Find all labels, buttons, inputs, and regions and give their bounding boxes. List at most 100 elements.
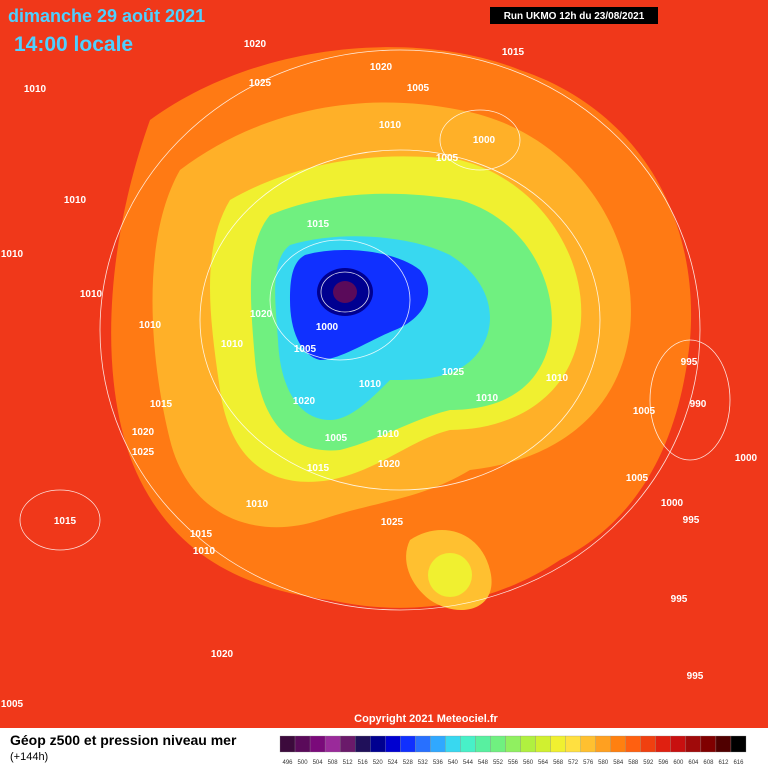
scale-swatch (715, 735, 732, 753)
scale-swatch (309, 735, 326, 753)
scale-swatch (475, 735, 491, 753)
isobar-label: 995 (671, 594, 688, 605)
legend-title: Géop z500 et pression niveau mer (10, 732, 237, 748)
date-title: dimanche 29 août 2021 (8, 6, 205, 26)
isobar-label: 995 (681, 357, 698, 368)
isobar-label: 1010 (64, 195, 87, 206)
scale-label: 580 (598, 760, 609, 766)
isobar-label: 1015 (307, 463, 330, 474)
scale-swatch (520, 735, 536, 753)
scale-label: 608 (703, 760, 714, 766)
scale-label: 568 (553, 760, 564, 766)
isobar-label: 1020 (250, 309, 273, 320)
scale-label: 524 (388, 760, 399, 766)
map-fields (0, 0, 768, 728)
scale-swatch (490, 735, 506, 753)
isobar-label: 1015 (190, 529, 213, 540)
isobar-label: 990 (690, 399, 707, 410)
scale-label: 516 (358, 760, 369, 766)
scale-swatch (580, 735, 596, 753)
scale-label: 508 (328, 760, 339, 766)
scale-swatch (400, 735, 416, 753)
isobar-label: 1005 (1, 699, 24, 710)
scale-label: 572 (568, 760, 579, 766)
scale-label: 560 (523, 760, 534, 766)
isobar-label: 1010 (24, 84, 47, 95)
isobar-label: 1020 (244, 39, 267, 50)
isobar-label: 1000 (316, 322, 339, 333)
isobar-label: 1015 (150, 399, 173, 410)
isobar-label: 1020 (378, 459, 401, 470)
isobar-label: 1010 (221, 339, 244, 350)
scale-swatch (294, 735, 311, 753)
scale-swatch (595, 735, 611, 753)
isobar-label: 1000 (661, 498, 684, 509)
scale-swatch (670, 735, 687, 753)
isobar-label: 1025 (381, 517, 404, 528)
isobar-label: 1010 (80, 289, 103, 300)
scale-label: 504 (313, 760, 324, 766)
scale-label: 536 (433, 760, 444, 766)
color-scale: 496 500 504 508 512 516 520 524 528 532 536 540 544 5… (279, 735, 747, 766)
scale-label: 564 (538, 760, 549, 766)
isobar-label: 1015 (502, 47, 525, 58)
time-title: 14:00 locale (14, 33, 133, 56)
scale-label: 576 (583, 760, 594, 766)
isobar-label: 1000 (735, 453, 758, 464)
scale-label: 532 (418, 760, 429, 766)
scale-label: 528 (403, 760, 414, 766)
isobar-label: 1005 (294, 344, 317, 355)
run-box (490, 7, 658, 24)
scale-swatch (355, 735, 371, 753)
scale-swatch (535, 735, 551, 753)
scale-swatch (445, 735, 461, 753)
scale-label: 600 (673, 760, 684, 766)
isobar-label: 1010 (476, 393, 499, 404)
isobar-labels: 1020 1015 1020 1010 1025 1005 1010 1000 1005 1010… (1, 39, 758, 710)
isobar-label: 1005 (436, 153, 459, 164)
scale-label: 496 (283, 760, 294, 766)
isobar-label: 1025 (132, 447, 155, 458)
scale-swatch (655, 735, 671, 753)
scale-swatch (339, 735, 356, 753)
isobar-label: 1010 (1, 249, 24, 260)
isobar-label: 1010 (139, 320, 162, 331)
isobar-label: 995 (687, 671, 704, 682)
legend-lead: (+144h) (10, 751, 48, 763)
scale-label: 596 (658, 760, 669, 766)
isobar-label: 1005 (633, 406, 656, 417)
isobar-label: 1015 (54, 516, 77, 527)
isobar-label: 1005 (407, 83, 430, 94)
scale-swatch (685, 735, 702, 753)
scale-swatch (565, 735, 581, 753)
scale-label: 520 (373, 760, 384, 766)
isobar-label: 1010 (359, 379, 382, 390)
isobar-label: 1010 (193, 546, 216, 557)
scale-label: 552 (493, 760, 504, 766)
scale-swatch (730, 735, 747, 753)
scale-swatch (385, 735, 401, 753)
scale-label: 548 (478, 760, 489, 766)
isobar-label: 1000 (473, 135, 496, 146)
scale-label: 612 (718, 760, 729, 766)
copyright: Copyright 2021 Meteociel.fr (354, 713, 498, 725)
isobar-label: 1010 (546, 373, 569, 384)
isobar-label: 1005 (325, 433, 348, 444)
isobar-label: 1020 (293, 396, 316, 407)
scale-swatch (640, 735, 656, 753)
scale-swatch (625, 735, 641, 753)
scale-label: 584 (613, 760, 624, 766)
isobar-label: 1015 (307, 219, 330, 230)
isobar-label: 1010 (246, 499, 269, 510)
scale-label: 556 (508, 760, 519, 766)
scale-label: 540 (448, 760, 459, 766)
scale-label: 604 (688, 760, 699, 766)
scale-swatch (700, 735, 717, 753)
scale-swatch (370, 735, 386, 753)
scale-label: 500 (298, 760, 309, 766)
isobar-label: 995 (683, 515, 700, 526)
scale-label: 588 (628, 760, 639, 766)
run-info: Run UKMO 12h du 23/08/2021 (504, 11, 645, 22)
isobar-label: 1020 (370, 62, 393, 73)
